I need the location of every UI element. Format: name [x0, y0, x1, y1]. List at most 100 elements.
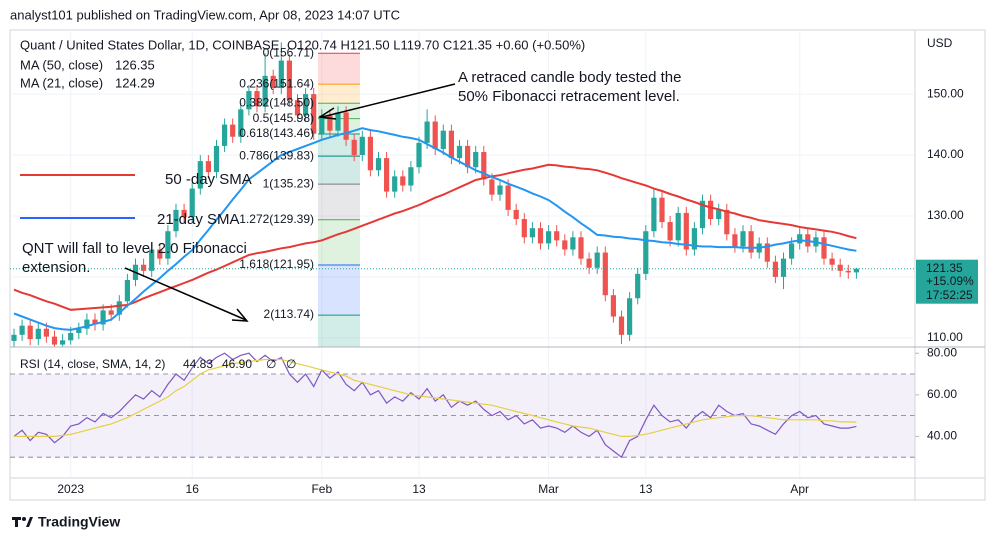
candle-body — [11, 334, 17, 341]
candle-body — [108, 310, 114, 315]
candle-body — [837, 264, 843, 271]
candle-body — [465, 145, 471, 168]
candle-body — [853, 268, 859, 273]
candle-body — [578, 237, 584, 259]
candle-body — [586, 258, 592, 268]
legend-note: 21-day SMA — [157, 211, 240, 228]
candle-body — [724, 209, 730, 235]
candle-body — [610, 295, 616, 317]
legend-value: 126.35 — [115, 57, 155, 72]
legend-note: 50 -day SMA — [165, 171, 252, 188]
candle-body — [246, 91, 252, 110]
ohlc: O120.74 H121.50 L119.70 C121.35 +0.60 (+… — [287, 37, 585, 52]
candle-body — [845, 270, 851, 273]
rsi-tick-label: 80.00 — [927, 345, 957, 359]
candle-body — [181, 209, 187, 218]
x-tick-label: Apr — [790, 482, 809, 496]
logo-part — [22, 517, 26, 521]
candle-body — [335, 112, 341, 131]
rsi-legend-value: ∅ — [286, 357, 296, 371]
rsi-legend-value: 46.90 — [222, 357, 252, 371]
x-tick-label: Feb — [311, 482, 332, 496]
candle-body — [76, 328, 82, 333]
candle-body — [392, 176, 398, 192]
candle-body — [213, 145, 220, 173]
candle-body — [489, 179, 495, 195]
fib-label: 0.5(145.98) — [253, 111, 314, 125]
annotation: A retraced candle body tested the — [458, 69, 681, 86]
y-tick-label: 140.00 — [927, 147, 964, 161]
candle-body — [732, 234, 738, 247]
candle-body — [748, 231, 754, 253]
fib-label: 0.786(139.83) — [239, 148, 314, 162]
fib-label: 2(113.74) — [264, 307, 314, 321]
fib-band — [318, 265, 360, 316]
brand-logo — [12, 517, 33, 527]
brand: TradingView — [38, 514, 120, 530]
candle-body — [829, 258, 835, 265]
candle-body — [554, 231, 560, 241]
y-tick-label: 110.00 — [927, 330, 963, 344]
arrow — [321, 83, 456, 118]
candle-body — [84, 319, 90, 329]
candle-body — [149, 249, 155, 271]
candle-body — [570, 237, 576, 250]
candle-body — [821, 237, 827, 259]
ma-line — [13, 127, 857, 331]
candle-body — [157, 249, 163, 259]
candle-body — [635, 273, 641, 299]
fib-label: 1.272(129.39) — [239, 212, 314, 226]
candle-body — [424, 121, 430, 143]
x-tick-label: Mar — [538, 482, 559, 496]
candle-body — [51, 336, 58, 345]
candle-body — [772, 261, 778, 277]
fib-band — [318, 133, 360, 157]
candle-body — [343, 112, 349, 140]
legend-name: MA (21, close) — [20, 75, 103, 90]
rsi-title: RSI (14, close, SMA, 14, 2) — [20, 357, 165, 371]
candle-body — [19, 325, 25, 335]
candle-body — [683, 212, 689, 250]
annotation: extension. — [22, 259, 90, 276]
candle-body — [627, 298, 633, 335]
candle-body — [667, 222, 673, 241]
published-line: analyst101 published on TradingView.com,… — [10, 7, 400, 22]
candle-body — [789, 243, 795, 259]
fib-label: 0.618(143.46) — [239, 126, 314, 140]
ma-line — [13, 163, 857, 311]
candle-body — [764, 243, 770, 262]
candle-body — [367, 136, 373, 171]
candle-body — [286, 60, 292, 101]
candle-body — [537, 228, 544, 244]
fib-label: 0.236(151.64) — [239, 76, 314, 90]
candle-body — [416, 142, 422, 168]
x-tick-label: 13 — [639, 482, 653, 496]
plot-layer — [10, 30, 919, 478]
y-tick-label: 150.00 — [927, 86, 964, 100]
overlay-layer: 202316Feb13Mar13Apr110.00120.00130.00140… — [20, 37, 978, 496]
candle-body — [230, 124, 236, 137]
candle-body — [400, 176, 406, 186]
candle-body — [408, 167, 414, 186]
x-tick-label: 16 — [186, 482, 200, 496]
logo-part — [26, 517, 33, 527]
price-tag — [916, 259, 978, 304]
candle-body — [513, 209, 519, 220]
x-tick-label: 2023 — [57, 482, 84, 496]
candle-body — [432, 121, 438, 149]
candle-body — [521, 219, 527, 238]
candle-body — [327, 115, 333, 131]
arrow-head — [317, 107, 337, 120]
candle-body — [375, 158, 382, 171]
candle-body — [92, 319, 98, 325]
candle-body — [699, 200, 706, 229]
candle-body — [303, 94, 309, 116]
rsi-tick-label: 40.00 — [927, 429, 957, 443]
rsi-legend-value: 44.83 — [183, 357, 213, 371]
rsi-legend-value: ∅ — [266, 357, 276, 371]
price-tag-value: 121.35 — [926, 261, 963, 275]
candle-body — [238, 109, 244, 137]
candle-body — [546, 231, 552, 244]
fib-band — [318, 53, 360, 85]
candle-body — [384, 158, 390, 192]
